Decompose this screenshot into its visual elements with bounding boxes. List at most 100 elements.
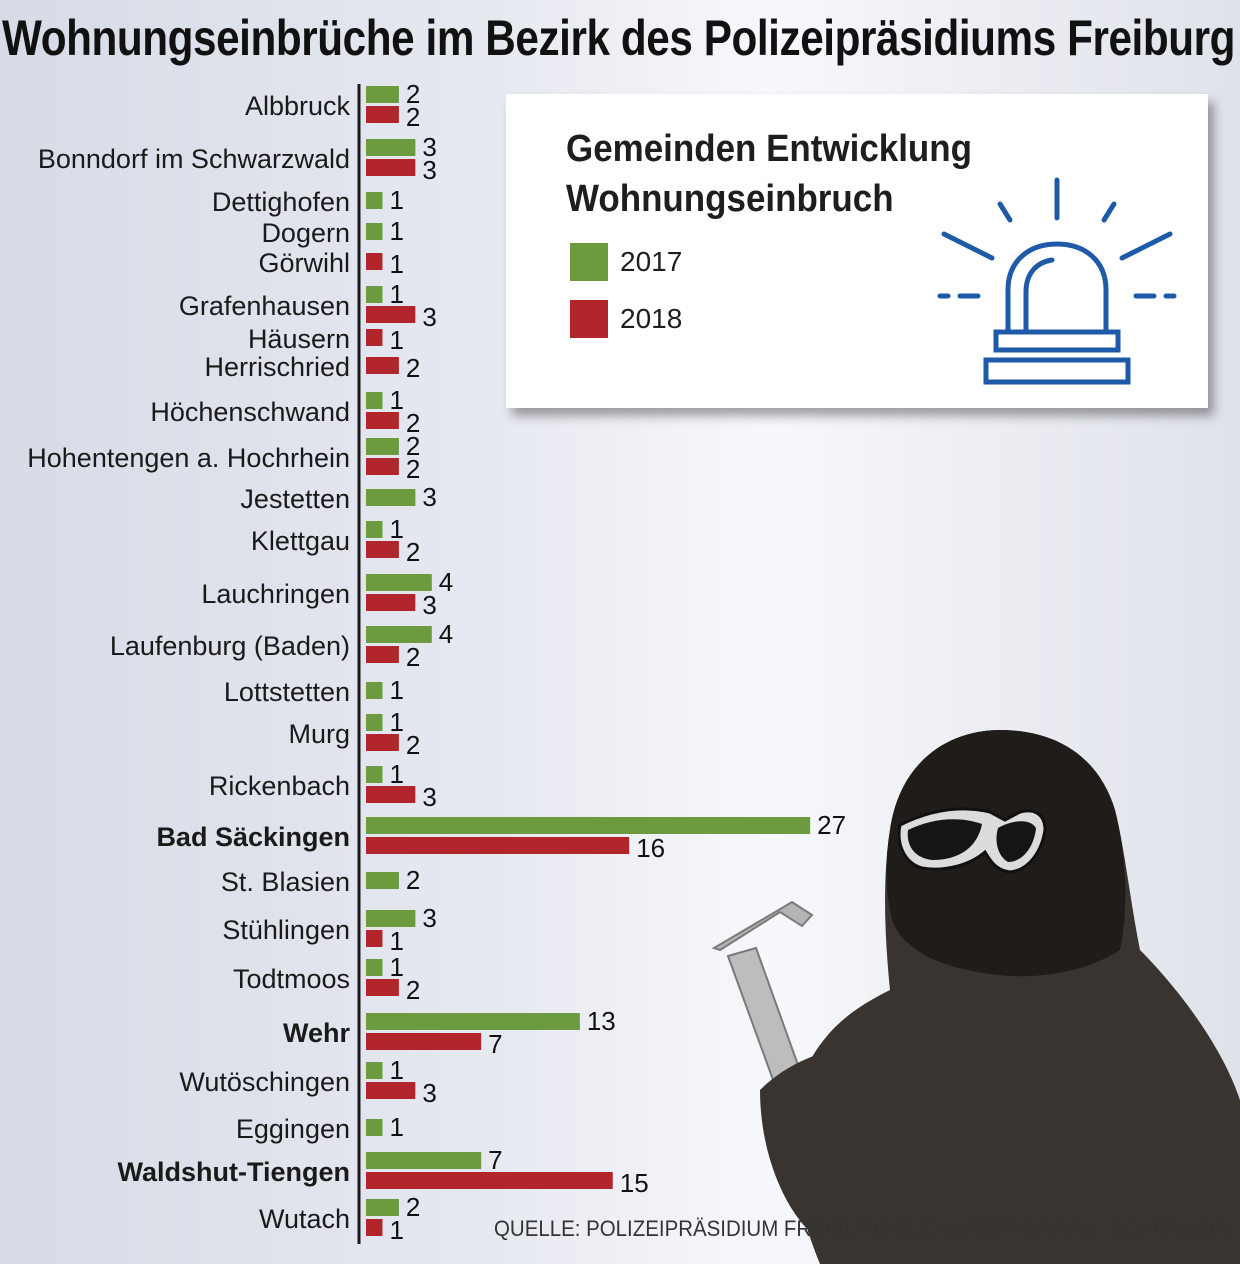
bar-2018 bbox=[366, 979, 399, 996]
category-label: Herrischried bbox=[204, 352, 350, 382]
category-label: St. Blasien bbox=[221, 867, 350, 897]
category-label: Murg bbox=[288, 719, 350, 749]
value-label-2018: 1 bbox=[389, 926, 403, 956]
bar-2017 bbox=[366, 392, 383, 409]
category-label: Dogern bbox=[261, 218, 350, 248]
bar-2018 bbox=[366, 329, 383, 346]
value-label-2018: 15 bbox=[620, 1168, 649, 1198]
bar-2017 bbox=[366, 223, 383, 240]
chart-title: Wohnungseinbrüche im Bezirk des Polizeip… bbox=[2, 10, 1236, 66]
bar-2018 bbox=[366, 106, 399, 123]
bar-2017 bbox=[366, 682, 383, 699]
bar-2017 bbox=[366, 959, 383, 976]
category-label: Todtmoos bbox=[233, 964, 350, 994]
value-label-2018: 1 bbox=[389, 1215, 403, 1245]
category-label: Laufenburg (Baden) bbox=[110, 631, 350, 661]
value-label-2017: 1 bbox=[389, 185, 403, 215]
bar-2018 bbox=[366, 1172, 613, 1189]
value-label-2017: 1 bbox=[389, 1112, 403, 1142]
category-label: Höchenschwand bbox=[150, 397, 350, 427]
bar-2018 bbox=[366, 357, 399, 374]
bar-2017 bbox=[366, 489, 416, 506]
bar-2018 bbox=[366, 1033, 482, 1050]
bar-2017 bbox=[366, 521, 383, 538]
value-label-2018: 2 bbox=[406, 408, 420, 438]
category-label: Bonndorf im Schwarzwald bbox=[38, 144, 350, 174]
value-label-2017: 3 bbox=[422, 903, 436, 933]
burglar-silhouette bbox=[711, 730, 1240, 1264]
value-label-2018: 3 bbox=[422, 1078, 436, 1108]
value-label-2017: 7 bbox=[488, 1145, 502, 1175]
value-label-2017: 13 bbox=[587, 1006, 616, 1036]
bar-2017 bbox=[366, 1062, 383, 1079]
category-label: Wutach bbox=[259, 1204, 350, 1234]
category-label: Häusern bbox=[248, 324, 350, 354]
bar-2018 bbox=[366, 1082, 416, 1099]
value-label-2017: 1 bbox=[389, 216, 403, 246]
value-label-2018: 2 bbox=[406, 454, 420, 484]
category-label: Görwihl bbox=[258, 248, 350, 278]
value-label-2017: 2 bbox=[406, 865, 420, 895]
value-label-2018: 2 bbox=[406, 353, 420, 383]
value-label-2017: 2 bbox=[406, 431, 420, 461]
category-label: Rickenbach bbox=[209, 771, 350, 801]
value-label-2017: 4 bbox=[439, 567, 453, 597]
value-label-2018: 3 bbox=[422, 590, 436, 620]
bar-2017 bbox=[366, 192, 383, 209]
bar-2018 bbox=[366, 734, 399, 751]
value-label-2018: 7 bbox=[488, 1029, 502, 1059]
value-label-2017: 1 bbox=[389, 385, 403, 415]
bar-2017 bbox=[366, 1013, 580, 1030]
bar-2017 bbox=[366, 1199, 399, 1216]
value-label-2018: 2 bbox=[406, 537, 420, 567]
bar-2017 bbox=[366, 872, 399, 889]
value-label-2018: 2 bbox=[406, 642, 420, 672]
bar-2017 bbox=[366, 1119, 383, 1136]
bar-2017 bbox=[366, 1152, 482, 1169]
legend-item-2017: 2017 bbox=[570, 242, 682, 282]
legend-label-2017: 2017 bbox=[620, 246, 683, 277]
category-label: Wutöschingen bbox=[179, 1067, 350, 1097]
legend-box: Gemeinden Entwicklung Wohnungseinbruch 2… bbox=[506, 94, 1208, 408]
bar-2017 bbox=[366, 766, 383, 783]
value-label-2018: 2 bbox=[406, 102, 420, 132]
value-label-2018: 2 bbox=[406, 975, 420, 1005]
value-label-2017: 1 bbox=[389, 514, 403, 544]
value-label-2017: 1 bbox=[389, 279, 403, 309]
value-label-2017: 3 bbox=[422, 482, 436, 512]
value-label-2018: 2 bbox=[406, 730, 420, 760]
category-label: Waldshut-Tiengen bbox=[118, 1157, 351, 1187]
category-label: Hohentengen a. Hochrhein bbox=[27, 443, 350, 473]
category-label: Grafenhausen bbox=[179, 291, 350, 321]
category-label: Wehr bbox=[283, 1018, 351, 1048]
value-label-2017: 27 bbox=[817, 810, 846, 840]
bar-2017 bbox=[366, 817, 811, 834]
bar-2017 bbox=[366, 139, 416, 156]
value-label-2017: 4 bbox=[439, 619, 453, 649]
value-label-2017: 1 bbox=[389, 952, 403, 982]
value-label-2017: 3 bbox=[422, 132, 436, 162]
bar-2017 bbox=[366, 438, 399, 455]
legend-title: Gemeinden Entwicklung Wohnungseinbruch bbox=[566, 128, 972, 220]
bar-2018 bbox=[366, 253, 383, 270]
category-label: Albbruck bbox=[245, 91, 351, 121]
bar-2018 bbox=[366, 837, 630, 854]
bar-2018 bbox=[366, 646, 399, 663]
value-label-2018: 16 bbox=[636, 833, 665, 863]
bar-2018 bbox=[366, 306, 416, 323]
bar-2018 bbox=[366, 159, 416, 176]
bar-2018 bbox=[366, 930, 383, 947]
value-label-2018: 3 bbox=[422, 782, 436, 812]
category-label: Klettgau bbox=[251, 526, 350, 556]
value-label-2017: 1 bbox=[389, 759, 403, 789]
bar-2017 bbox=[366, 574, 432, 591]
legend-label-2018: 2018 bbox=[620, 303, 683, 334]
legend-swatch-2018 bbox=[570, 300, 608, 338]
value-label-2018: 3 bbox=[422, 155, 436, 185]
bar-2018 bbox=[366, 458, 399, 475]
category-label: Bad Säckingen bbox=[156, 822, 350, 852]
bar-2018 bbox=[366, 786, 416, 803]
value-label-2017: 1 bbox=[389, 675, 403, 705]
